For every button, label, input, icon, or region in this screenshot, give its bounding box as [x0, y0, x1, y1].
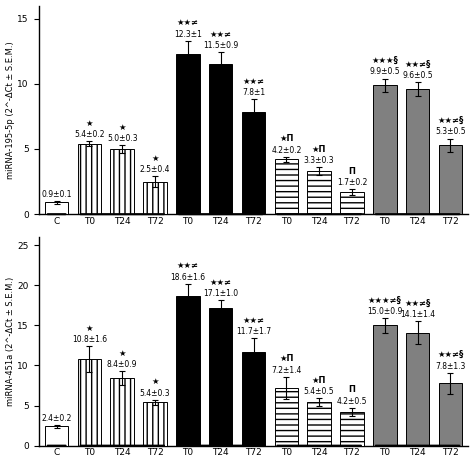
Text: 0.9±0.1: 0.9±0.1	[41, 190, 72, 199]
Bar	[78, 144, 101, 214]
Bar	[143, 181, 167, 214]
Text: 7.8±1: 7.8±1	[242, 88, 265, 97]
Text: ★: ★	[86, 119, 93, 128]
Text: ★★≠: ★★≠	[177, 261, 199, 270]
Bar	[242, 113, 265, 214]
Text: 11.5±0.9: 11.5±0.9	[203, 41, 238, 50]
Text: ★★≠: ★★≠	[210, 278, 232, 287]
Y-axis label: miRNA-195-5p (2^-ΔCt ± S.E.M.): miRNA-195-5p (2^-ΔCt ± S.E.M.)	[6, 41, 15, 179]
Bar	[110, 378, 134, 446]
Bar	[438, 145, 462, 214]
Bar	[209, 64, 233, 214]
Text: 4.2±0.2: 4.2±0.2	[271, 146, 301, 155]
Text: 18.6±1.6: 18.6±1.6	[170, 273, 205, 282]
Text: ★★★§: ★★★§	[371, 56, 398, 65]
Text: 5.4±0.2: 5.4±0.2	[74, 130, 105, 139]
Text: 11.7±1.7: 11.7±1.7	[236, 327, 271, 336]
Bar	[373, 325, 397, 446]
Bar	[274, 159, 298, 214]
Text: 10.8±1.6: 10.8±1.6	[72, 335, 107, 344]
Text: ★★★≠§: ★★★≠§	[368, 295, 401, 305]
Text: Π: Π	[348, 167, 356, 176]
Text: 15.0±0.9: 15.0±0.9	[367, 307, 402, 316]
Bar	[307, 402, 331, 446]
Text: ★★≠§: ★★≠§	[404, 60, 431, 69]
Text: 17.1±1.0: 17.1±1.0	[203, 289, 238, 298]
Text: ★: ★	[86, 324, 93, 332]
Text: ★★≠§: ★★≠§	[404, 299, 431, 308]
Y-axis label: miRNA-451a (2^-ΔCt ± S.E.M.): miRNA-451a (2^-ΔCt ± S.E.M.)	[6, 277, 15, 406]
Text: 5.4±0.3: 5.4±0.3	[140, 389, 170, 398]
Text: ★: ★	[151, 377, 159, 386]
Bar	[209, 308, 233, 446]
Text: 9.6±0.5: 9.6±0.5	[402, 71, 433, 81]
Bar	[340, 192, 364, 214]
Text: 7.2±1.4: 7.2±1.4	[271, 366, 301, 375]
Text: 1.7±0.2: 1.7±0.2	[337, 178, 367, 188]
Text: ★★≠: ★★≠	[210, 30, 232, 39]
Text: ★: ★	[151, 154, 159, 163]
Bar	[242, 352, 265, 446]
Text: 9.9±0.5: 9.9±0.5	[369, 68, 400, 76]
Bar	[340, 412, 364, 446]
Text: ★Π: ★Π	[279, 134, 293, 143]
Text: ★★≠: ★★≠	[177, 18, 199, 27]
Text: ★★≠: ★★≠	[243, 316, 264, 325]
Text: ★★≠§: ★★≠§	[437, 350, 464, 359]
Text: ★★≠§: ★★≠§	[437, 116, 464, 125]
Bar	[274, 388, 298, 446]
Text: 5.4±0.5: 5.4±0.5	[304, 387, 335, 396]
Text: 14.1±1.4: 14.1±1.4	[400, 310, 435, 319]
Text: ★Π: ★Π	[312, 144, 326, 154]
Text: ★Π: ★Π	[312, 376, 326, 385]
Text: ★★≠: ★★≠	[243, 77, 264, 86]
Bar	[373, 85, 397, 214]
Bar	[438, 383, 462, 446]
Bar	[45, 202, 68, 214]
Text: 4.2±0.5: 4.2±0.5	[337, 397, 367, 406]
Text: ★: ★	[118, 123, 126, 131]
Bar	[110, 149, 134, 214]
Text: 3.3±0.3: 3.3±0.3	[304, 156, 335, 165]
Text: Π: Π	[348, 385, 356, 394]
Bar	[307, 171, 331, 214]
Bar	[176, 54, 200, 214]
Text: 12.3±1: 12.3±1	[174, 30, 202, 39]
Bar	[176, 296, 200, 446]
Text: 8.4±0.9: 8.4±0.9	[107, 360, 137, 369]
Text: 2.5±0.4: 2.5±0.4	[140, 165, 170, 174]
Text: 5.0±0.3: 5.0±0.3	[107, 134, 137, 143]
Bar	[406, 89, 429, 214]
Text: ★Π: ★Π	[279, 354, 293, 363]
Bar	[406, 332, 429, 446]
Text: 2.4±0.2: 2.4±0.2	[41, 414, 72, 423]
Text: ★: ★	[118, 349, 126, 357]
Text: 5.3±0.5: 5.3±0.5	[435, 127, 466, 137]
Bar	[45, 426, 68, 446]
Bar	[143, 402, 167, 446]
Text: 7.8±1.3: 7.8±1.3	[435, 362, 465, 370]
Bar	[78, 359, 101, 446]
